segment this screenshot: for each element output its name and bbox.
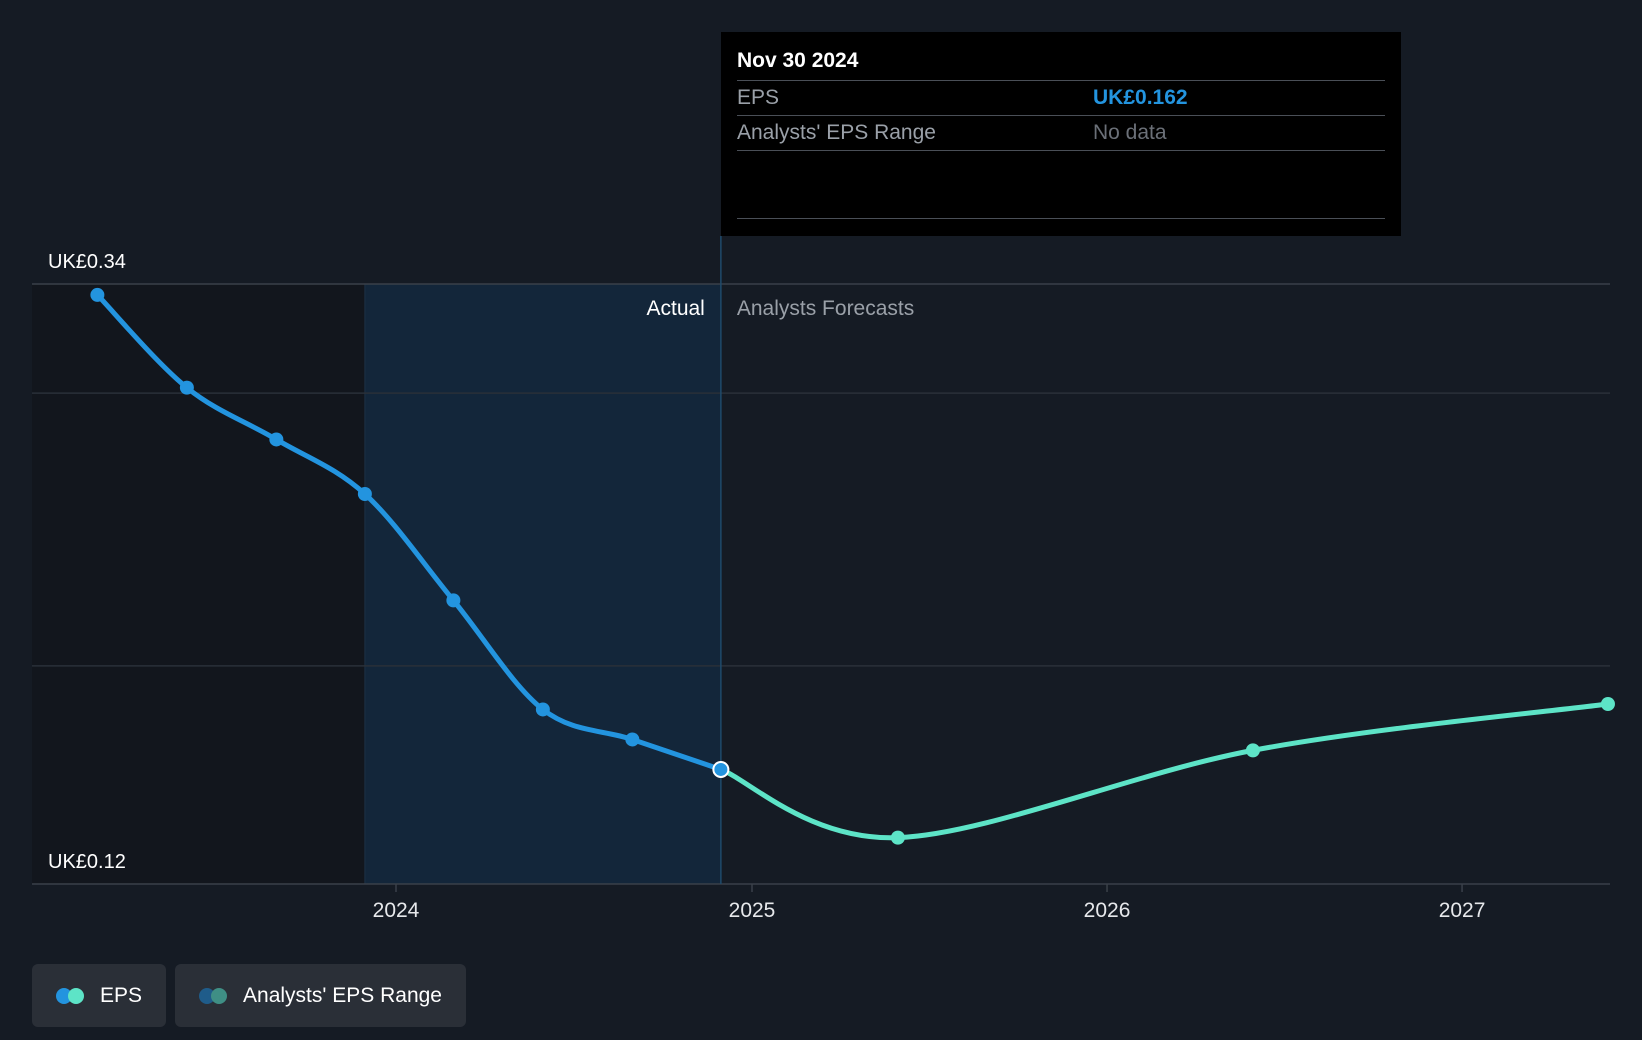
past-year-region [364, 284, 721, 884]
eps-legend-icon [56, 987, 86, 1004]
eps-actual-point [179, 380, 194, 395]
legend: EPS Analysts' EPS Range [32, 964, 466, 1027]
eps-actual-point [357, 487, 372, 501]
tooltip-divider [737, 218, 1385, 219]
series-points [90, 287, 1615, 845]
data-tooltip: Nov 30 2024 EPS UK£0.162 Analysts' EPS R… [721, 32, 1401, 236]
forecast-label: Analysts Forecasts [737, 297, 914, 320]
eps-actual-point [446, 593, 461, 608]
history-region [32, 284, 365, 884]
tooltip-row-range: Analysts' EPS Range No data [737, 116, 1385, 151]
x-tick-label: 2025 [729, 899, 776, 922]
y-min-label: UK£0.12 [48, 851, 126, 873]
eps-forecast-line [718, 701, 1611, 841]
tooltip-eps-label: EPS [737, 86, 780, 109]
tooltip-row-eps: EPS UK£0.162 [737, 81, 1385, 116]
legend-range-label: Analysts' EPS Range [243, 983, 442, 1007]
eps-forecast-point [890, 830, 905, 845]
chart-labels: 2024 2025 2026 2027 UK£0.34 UK£0.12 Actual Anal… [48, 251, 1485, 922]
x-tick-label: 2024 [373, 899, 420, 922]
tooltip-range-value: No data [1093, 121, 1167, 144]
eps-actual-point [625, 732, 640, 747]
eps-actual-point [269, 432, 284, 447]
y-max-label: UK£0.34 [48, 251, 126, 273]
x-tick-label: 2027 [1439, 899, 1486, 922]
actual-label: Actual [646, 297, 704, 320]
tooltip-date: Nov 30 2024 [737, 46, 1385, 81]
chart-background [32, 284, 721, 884]
highlighted-point [712, 760, 730, 778]
legend-range-button[interactable]: Analysts' EPS Range [175, 964, 466, 1027]
eps-forecast-point [1245, 743, 1260, 758]
x-tick-label: 2026 [1084, 899, 1131, 922]
range-legend-icon [199, 987, 229, 1004]
grid [32, 236, 1610, 892]
legend-eps-label: EPS [100, 983, 143, 1007]
eps-forecast-point [1600, 697, 1615, 711]
legend-eps-button[interactable]: EPS [32, 964, 167, 1027]
eps-actual-point [90, 287, 105, 302]
eps-actual-point [535, 702, 550, 717]
tooltip-range-label: Analysts' EPS Range [737, 121, 936, 144]
tooltip-eps-value: UK£0.162 [1093, 86, 1188, 109]
